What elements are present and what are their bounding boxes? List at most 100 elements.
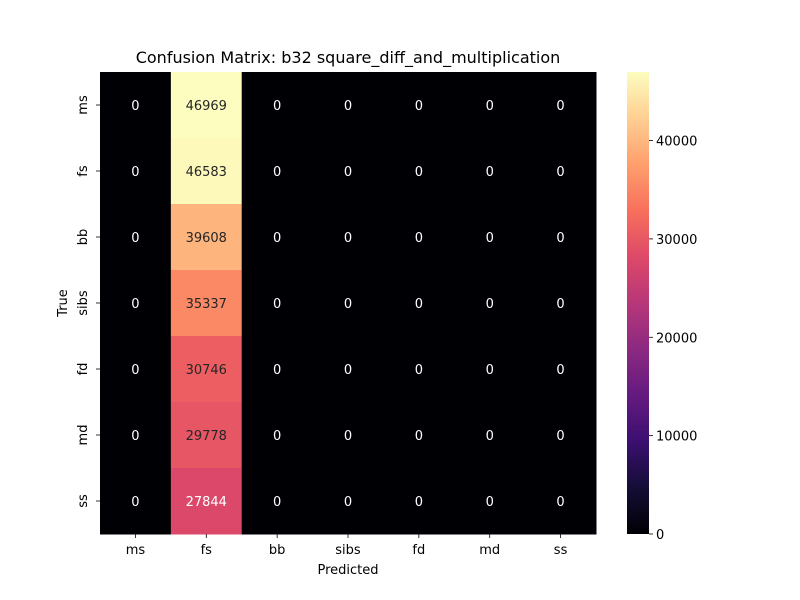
heatmap-cell: [312, 468, 384, 535]
cell-value-label: 0: [486, 297, 494, 312]
cell-value-label: 0: [486, 99, 494, 114]
heatmap-cell: [383, 270, 455, 337]
heatmap-cell: [383, 402, 455, 469]
cell-value-label: 46969: [186, 99, 227, 114]
y-tick-label: fd: [76, 363, 91, 376]
x-axis-ticks: ms fs bb sibs fd md ss: [126, 534, 568, 558]
cell-value-label: 39608: [186, 231, 227, 246]
cell-value-label: 35337: [186, 297, 227, 312]
heatmap-cell: [241, 336, 314, 403]
colorbar-tick-label: 0: [656, 528, 664, 543]
heatmap-cell: [454, 204, 526, 271]
colorbar-ticks: 0 10000 20000 30000 40000: [649, 135, 697, 543]
cell-value-label: 0: [131, 165, 139, 180]
y-tick-label: ms: [76, 95, 91, 115]
cell-value-label: 0: [556, 165, 564, 180]
cell-value-label: 0: [273, 363, 281, 378]
heatmap-cell: [383, 138, 455, 205]
heatmap-cell: [100, 72, 172, 139]
x-tick-label: md: [479, 543, 500, 558]
x-tick-label: sibs: [335, 543, 361, 558]
colorbar-tick-label: 20000: [656, 331, 697, 346]
heatmap-cell: [525, 468, 597, 535]
heatmap-cell: [454, 270, 526, 337]
heatmap-cell: [241, 72, 314, 139]
heatmap-cell: [312, 336, 384, 403]
cell-value-label: 30746: [186, 363, 227, 378]
chart-title: Confusion Matrix: b32 square_diff_and_mu…: [136, 48, 561, 68]
cell-value-label: 0: [556, 495, 564, 510]
heatmap-cell: [241, 468, 314, 535]
heatmap-cell: [383, 72, 455, 139]
x-tick-label: fs: [201, 543, 213, 558]
colorbar-tick-label: 30000: [656, 233, 697, 248]
heatmap-cell: [312, 72, 384, 139]
x-tick-label: fd: [412, 543, 425, 558]
cell-value-label: 0: [131, 429, 139, 444]
colorbar-tick-label: 10000: [656, 430, 697, 445]
cell-value-label: 46583: [186, 165, 227, 180]
heatmap-cell: [100, 402, 172, 469]
heatmap-cell: [383, 468, 455, 535]
heatmap-cell: [170, 402, 243, 469]
heatmap-cell: [312, 270, 384, 337]
cell-value-label: 0: [273, 231, 281, 246]
heatmap-cell: [454, 138, 526, 205]
y-tick-label: md: [76, 425, 91, 446]
heatmap-cell: [170, 138, 243, 205]
cell-value-label: 0: [556, 429, 564, 444]
cell-value-label: 27844: [186, 495, 227, 510]
colorbar: [627, 72, 649, 534]
cell-value-label: 0: [486, 429, 494, 444]
cell-value-label: 0: [556, 231, 564, 246]
cell-value-label: 0: [486, 231, 494, 246]
cell-value-label: 0: [556, 297, 564, 312]
heatmap-cell: [100, 204, 172, 271]
cell-value-label: 0: [344, 231, 352, 246]
heatmap-cell: [525, 270, 597, 337]
heatmap-cell: [170, 468, 243, 535]
heatmap-cell: [383, 336, 455, 403]
heatmap-cell: [170, 336, 243, 403]
cell-value-label: 0: [344, 363, 352, 378]
cell-value-label: 0: [344, 99, 352, 114]
x-tick-label: ms: [126, 543, 146, 558]
cell-value-label: 0: [273, 495, 281, 510]
y-tick-label: bb: [76, 229, 91, 246]
heatmap-cell: [383, 204, 455, 271]
heatmap-cell: [525, 402, 597, 469]
cell-value-label: 0: [131, 99, 139, 114]
cell-value-label: 0: [273, 297, 281, 312]
heatmap-cell: [525, 72, 597, 139]
cell-value-label: 0: [344, 297, 352, 312]
x-tick-label: bb: [269, 543, 286, 558]
heatmap-cell: [454, 468, 526, 535]
cell-value-label: 0: [556, 99, 564, 114]
heatmap-cell: [525, 138, 597, 205]
heatmap-cell: [241, 270, 314, 337]
y-tick-label: sibs: [76, 290, 91, 316]
cell-value-label: 0: [556, 363, 564, 378]
heatmap-cell: [241, 138, 314, 205]
cell-value-label: 0: [415, 165, 423, 180]
colorbar-tick-label: 40000: [656, 135, 697, 150]
cell-value-label: 0: [415, 429, 423, 444]
heatmap-cell: [312, 204, 384, 271]
heatmap-cell: [170, 204, 243, 271]
x-tick-label: ss: [554, 543, 568, 558]
heatmap-cell: [241, 402, 314, 469]
y-tick-label: ss: [76, 494, 91, 508]
cell-value-label: 0: [131, 495, 139, 510]
cell-value-label: 0: [131, 231, 139, 246]
cell-value-label: 0: [486, 495, 494, 510]
heatmap-cell: [100, 270, 172, 337]
cell-value-label: 0: [131, 297, 139, 312]
heatmap-cell: [454, 72, 526, 139]
cell-value-label: 0: [344, 429, 352, 444]
y-tick-label: fs: [76, 165, 91, 177]
heatmap-cell: [312, 402, 384, 469]
cell-value-label: 0: [131, 363, 139, 378]
x-axis-label: Predicted: [317, 563, 378, 578]
cell-value-label: 0: [415, 231, 423, 246]
